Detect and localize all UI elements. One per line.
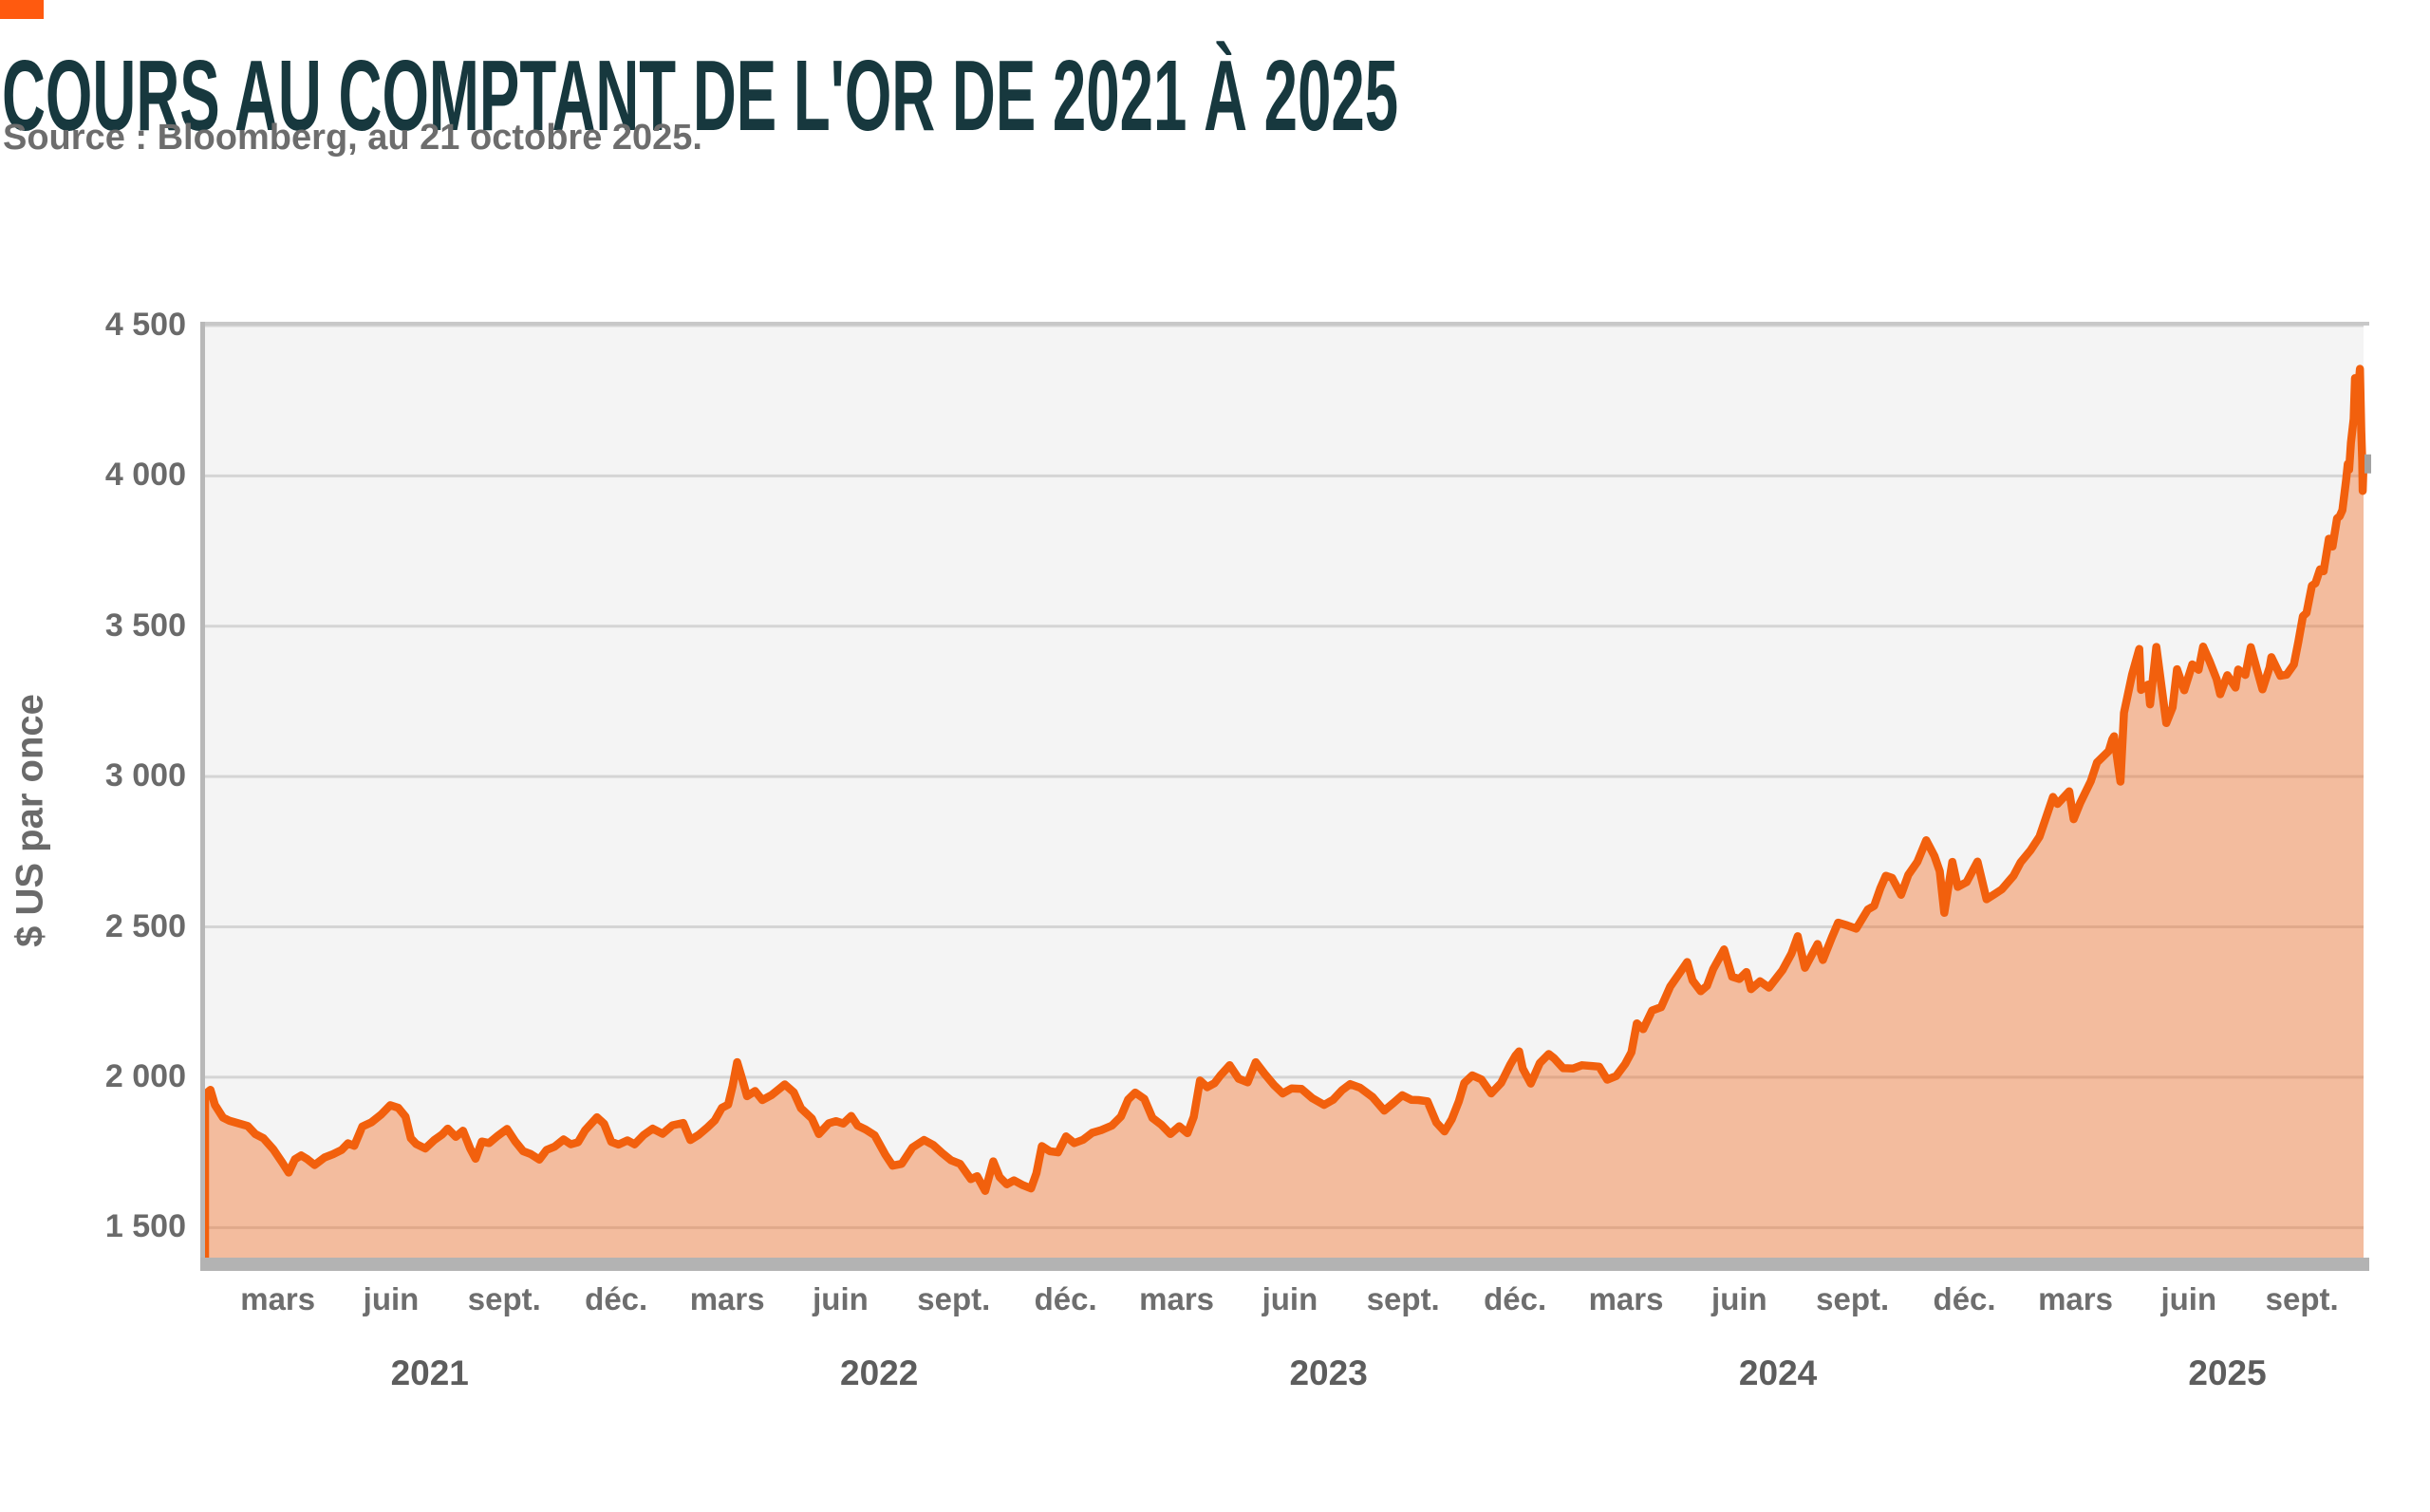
x-axis-month-label: mars <box>689 1281 765 1316</box>
y-axis-tick-label: 4 500 <box>104 307 186 343</box>
y-axis-tick-label: 1 500 <box>104 1208 186 1245</box>
last-value-marker <box>2365 454 2371 474</box>
x-axis-year-label: 2023 <box>1289 1353 1368 1392</box>
y-axis-tick-label: 2 500 <box>104 907 186 944</box>
y-axis-tick-label: 4 000 <box>104 457 186 494</box>
x-axis-month-label: déc. <box>1484 1281 1547 1316</box>
gold-price-area-fill <box>205 368 2364 1259</box>
x-axis-month-label: mars <box>1588 1281 1664 1316</box>
x-axis-month-label: juin <box>1262 1281 1318 1316</box>
plot-left-border <box>200 322 205 1271</box>
x-axis-month-label: déc. <box>1034 1281 1097 1316</box>
x-axis-month-label: mars <box>240 1281 316 1316</box>
x-axis-year-label: 2021 <box>390 1353 469 1392</box>
plot-background <box>205 326 2364 1258</box>
source-caption: Source : Bloomberg, au 21 octobre 2025. <box>3 118 702 158</box>
brand-accent-square <box>0 0 44 19</box>
y-axis-tick-label: 3 000 <box>104 757 186 794</box>
x-axis-month-label: mars <box>2038 1281 2113 1316</box>
y-axis-tick-label: 2 000 <box>104 1057 186 1094</box>
page-title: COURS AU COMPTANT DE L'OR DE 2021 À 2025 <box>2 40 1399 152</box>
x-axis-year-label: 2025 <box>2188 1353 2267 1392</box>
x-axis-month-label: sept. <box>917 1281 991 1316</box>
x-axis-month-label: mars <box>1139 1281 1215 1316</box>
x-axis-month-label: juin <box>2160 1281 2217 1316</box>
x-axis-bar <box>200 1258 2369 1271</box>
x-axis-year-label: 2022 <box>840 1353 919 1392</box>
x-axis-month-label: juin <box>813 1281 869 1316</box>
x-axis-month-label: sept. <box>2265 1281 2339 1316</box>
x-axis-month-label: déc. <box>1933 1281 1996 1316</box>
x-axis-month-label: déc. <box>585 1281 648 1316</box>
x-axis-month-label: sept. <box>1366 1281 1440 1316</box>
y-axis-tick-label: 3 500 <box>104 607 186 644</box>
x-axis-year-label: 2024 <box>1738 1353 1818 1392</box>
gold-price-line <box>200 364 2368 1262</box>
x-axis-month-label: sept. <box>467 1281 541 1316</box>
x-axis-month-label: juin <box>363 1281 420 1316</box>
x-axis-month-label: sept. <box>1816 1281 1890 1316</box>
x-axis-month-label: juin <box>1711 1281 1767 1316</box>
plot-top-border <box>200 322 2369 326</box>
